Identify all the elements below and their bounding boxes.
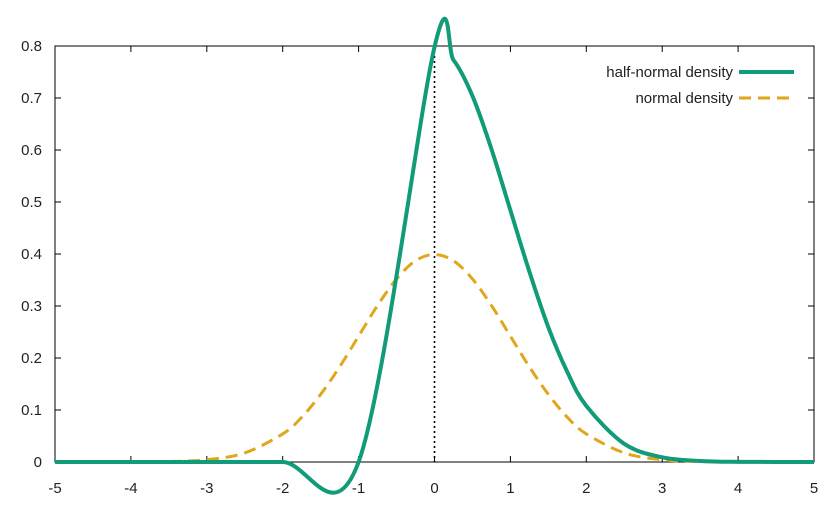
x-axis-ticks: -5 -4 -3 -2 -1 0 1 2 3 4 5 [48, 46, 818, 497]
legend: half-normal density normal density [606, 64, 794, 107]
y-tick-label: 0.2 [21, 350, 42, 367]
x-tick-label: 1 [506, 480, 514, 497]
legend-label: normal density [635, 90, 733, 107]
y-tick-label: 0.5 [21, 194, 42, 211]
x-tick-label: 0 [430, 480, 438, 497]
x-tick-label: 4 [734, 480, 742, 497]
y-tick-label: 0.8 [21, 38, 42, 55]
plot-frame [54, 45, 815, 463]
y-tick-label: 0 [34, 454, 42, 471]
x-tick-label: -2 [276, 480, 289, 497]
normal-density-line [54, 253, 815, 464]
x-tick-label: -5 [48, 480, 61, 497]
y-tick-label: 0.7 [21, 90, 42, 107]
x-tick-label: -4 [124, 480, 137, 497]
x-tick-label: 5 [810, 480, 818, 497]
x-tick-label: -3 [200, 480, 213, 497]
y-tick-label: 0.4 [21, 246, 42, 263]
x-tick-label: -1 [352, 480, 365, 497]
y-tick-label: 0.6 [21, 142, 42, 159]
x-tick-label: 3 [658, 480, 666, 497]
y-tick-label: 0.3 [21, 298, 42, 315]
legend-label: half-normal density [606, 64, 733, 81]
x-tick-label: 2 [582, 480, 590, 497]
half-normal-density-line [55, 16, 815, 495]
y-tick-label: 0.1 [21, 402, 42, 419]
series-layer [54, 16, 815, 495]
